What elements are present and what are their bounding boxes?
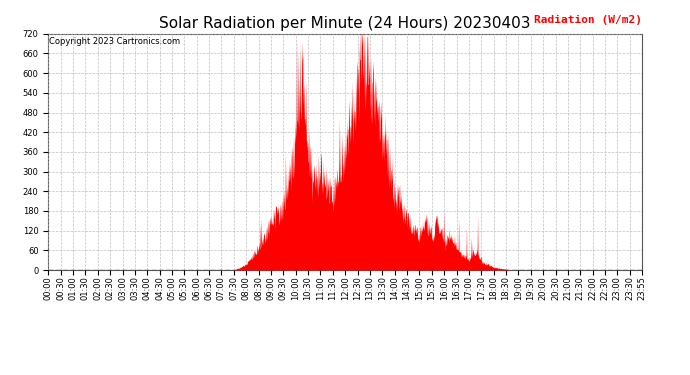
Title: Solar Radiation per Minute (24 Hours) 20230403: Solar Radiation per Minute (24 Hours) 20… [159, 16, 531, 31]
Text: Radiation (W/m2): Radiation (W/m2) [533, 15, 642, 26]
Text: Copyright 2023 Cartronics.com: Copyright 2023 Cartronics.com [50, 37, 181, 46]
